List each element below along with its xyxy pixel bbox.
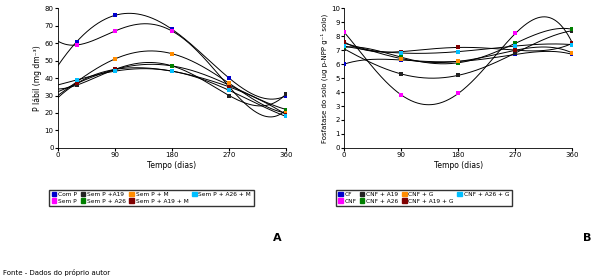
Point — [224, 85, 234, 89]
Point — [339, 30, 349, 34]
Point — [510, 41, 520, 45]
Point — [110, 67, 120, 72]
Point — [510, 48, 520, 52]
Point — [224, 93, 234, 98]
Point — [568, 28, 577, 33]
Point — [339, 44, 349, 48]
Text: B: B — [583, 233, 592, 243]
Point — [510, 31, 520, 36]
Point — [167, 27, 177, 32]
Point — [72, 81, 82, 86]
Text: Fonte - Dados do próprio autor: Fonte - Dados do próprio autor — [3, 269, 110, 276]
Point — [568, 41, 577, 45]
Point — [510, 44, 520, 48]
Point — [510, 51, 520, 55]
Point — [453, 49, 463, 54]
Point — [396, 56, 406, 61]
Point — [568, 52, 577, 57]
Point — [339, 45, 349, 50]
Point — [396, 51, 406, 55]
Point — [453, 59, 463, 64]
Point — [339, 47, 349, 51]
Point — [281, 114, 291, 119]
Point — [281, 112, 291, 117]
X-axis label: Tempo (dias): Tempo (dias) — [147, 161, 197, 170]
Point — [167, 29, 177, 33]
Point — [568, 42, 577, 47]
Point — [510, 52, 520, 57]
Text: A: A — [273, 233, 281, 243]
Point — [224, 76, 234, 80]
Point — [72, 43, 82, 47]
Point — [396, 55, 406, 59]
Legend: CF, CNF, CNF + A19, CNF + A26, CNF + G, CNF + A19 + G, CNF + A26 + G: CF, CNF, CNF + A19, CNF + A26, CNF + G, … — [336, 190, 512, 206]
Point — [396, 58, 406, 62]
Point — [339, 41, 349, 45]
Point — [167, 69, 177, 73]
Point — [281, 93, 291, 98]
Point — [224, 83, 234, 87]
Point — [453, 59, 463, 64]
Point — [167, 64, 177, 68]
Point — [110, 67, 120, 72]
Point — [224, 85, 234, 89]
Point — [110, 67, 120, 72]
Point — [453, 61, 463, 65]
Point — [396, 49, 406, 54]
X-axis label: Tempo (dias): Tempo (dias) — [434, 161, 483, 170]
Point — [453, 91, 463, 96]
Y-axis label: Fosfatase do solo (ug p-NPP g⁻¹ solo): Fosfatase do solo (ug p-NPP g⁻¹ solo) — [321, 13, 328, 143]
Point — [110, 29, 120, 33]
Point — [224, 81, 234, 86]
Point — [224, 88, 234, 93]
Point — [339, 40, 349, 44]
Point — [396, 93, 406, 97]
Point — [110, 69, 120, 73]
Point — [568, 41, 577, 45]
Point — [72, 78, 82, 82]
Y-axis label: P lábil (mg dm⁻³): P lábil (mg dm⁻³) — [33, 45, 42, 111]
Point — [396, 72, 406, 76]
Point — [167, 51, 177, 56]
Point — [281, 107, 291, 112]
Point — [568, 27, 577, 32]
Point — [453, 45, 463, 50]
Point — [72, 39, 82, 44]
Point — [110, 57, 120, 61]
Point — [110, 13, 120, 18]
Point — [72, 81, 82, 86]
Point — [453, 73, 463, 78]
Point — [281, 111, 291, 115]
Point — [167, 64, 177, 68]
Point — [339, 62, 349, 66]
Point — [72, 83, 82, 87]
Point — [281, 92, 291, 96]
Point — [281, 107, 291, 112]
Point — [568, 51, 577, 55]
Point — [72, 80, 82, 84]
Point — [167, 69, 177, 73]
Legend: Com P, Sem P, Sem P +A19, Sem P + A26, Sem P + M, Sem P + A19 + M, Sem P + A26 +: Com P, Sem P, Sem P +A19, Sem P + A26, S… — [49, 190, 253, 206]
Point — [510, 48, 520, 52]
